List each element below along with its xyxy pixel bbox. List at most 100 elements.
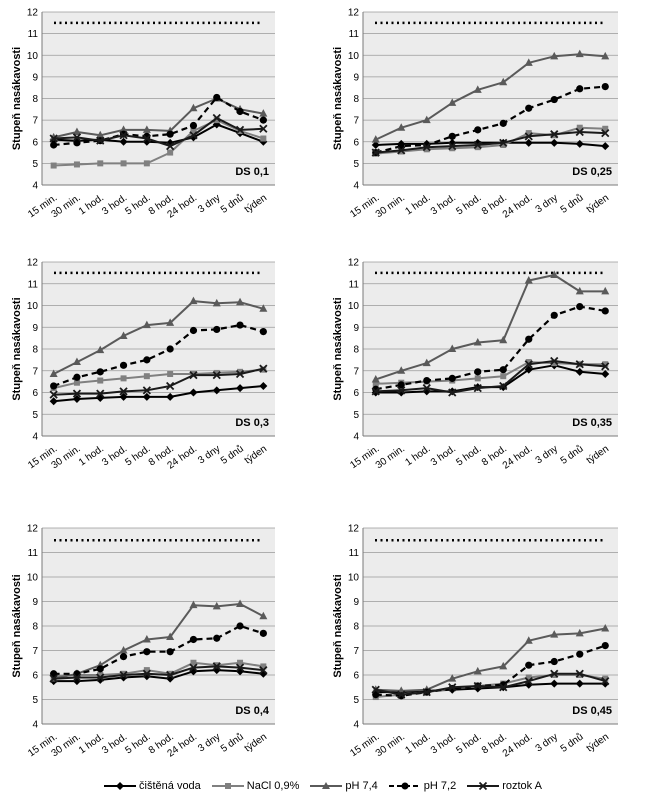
- data-point: [602, 675, 609, 682]
- data-point: [119, 387, 128, 396]
- x-tick-label: 30 min.: [374, 443, 407, 471]
- data-point: [397, 366, 406, 374]
- x-tick-label: týden: [243, 192, 269, 215]
- y-tick-label: 9: [353, 72, 359, 83]
- data-point: [601, 307, 609, 315]
- series-line: [375, 274, 606, 381]
- data-point: [448, 683, 457, 692]
- data-point: [142, 634, 151, 643]
- x-tick-label: 3 hod.: [429, 443, 458, 468]
- data-point: [473, 666, 482, 675]
- data-point: [119, 361, 128, 369]
- x-tick-label: 5 hod.: [123, 443, 152, 468]
- data-point: [448, 141, 457, 151]
- data-point: [166, 392, 175, 401]
- data-point: [49, 674, 58, 683]
- legend-item-nacl: NaCl 0,9%: [211, 780, 299, 792]
- data-point: [190, 127, 197, 134]
- y-tick-label: 11: [28, 279, 39, 290]
- data-point: [212, 298, 221, 307]
- data-point: [524, 132, 533, 141]
- x-tick-label: 5 dnů: [218, 731, 245, 755]
- x-tick-label: týden: [243, 731, 269, 754]
- series-line: [53, 300, 264, 375]
- x-tick-label: týden: [585, 731, 611, 754]
- x-tick-label: 3 dny: [534, 443, 560, 466]
- y-tick-label: 4: [32, 432, 38, 443]
- data-point: [601, 623, 610, 632]
- data-point: [49, 134, 58, 143]
- x-tick-label: 3 dny: [534, 192, 560, 215]
- data-point: [525, 674, 532, 681]
- y-tick-label: 7: [32, 646, 38, 657]
- data-point: [397, 690, 406, 699]
- y-tick-label: 7: [353, 646, 359, 657]
- data-point: [550, 51, 559, 60]
- data-point: [142, 392, 151, 401]
- data-point: [576, 302, 584, 311]
- y-tick-label: 7: [353, 366, 359, 377]
- data-point: [397, 123, 406, 131]
- x-tick-label: 5 dnů: [558, 192, 585, 216]
- data-point: [474, 375, 481, 382]
- y-axis-label: Stupeň nasákavosti: [11, 297, 23, 400]
- data-point: [575, 49, 584, 58]
- panel-annotation: DS 0,1: [235, 166, 269, 178]
- y-axis-label: Stupeň nasákavosti: [332, 297, 344, 400]
- data-point: [190, 659, 197, 666]
- data-point: [72, 127, 81, 136]
- y-tick-label: 8: [32, 622, 38, 633]
- y-tick-label: 8: [353, 94, 359, 105]
- data-point: [73, 161, 80, 168]
- y-tick-label: 11: [349, 279, 360, 290]
- y-tick-label: 8: [353, 345, 359, 356]
- legend-label: pH 7,2: [423, 780, 457, 792]
- data-point: [96, 345, 105, 354]
- data-point: [96, 130, 105, 139]
- legend-item-ph-7-4: pH 7,4: [309, 780, 378, 792]
- data-point: [474, 368, 482, 376]
- legend-label: čištěná voda: [139, 780, 201, 792]
- y-tick-label: 8: [32, 94, 38, 105]
- data-point: [473, 140, 482, 150]
- data-point: [73, 139, 81, 147]
- triangle-marker-icon: [310, 782, 343, 789]
- data-point: [143, 356, 151, 364]
- y-tick-label: 10: [27, 301, 39, 312]
- y-tick-label: 11: [349, 29, 360, 40]
- data-point: [142, 386, 151, 395]
- series-line: [53, 367, 264, 396]
- data-point: [166, 130, 174, 138]
- square-marker-icon: [211, 783, 244, 789]
- data-point: [602, 125, 609, 132]
- chart-legend: čištěná voda NaCl 0,9% pH 7,4 pH 7,2 roz…: [0, 776, 645, 796]
- data-point: [422, 115, 431, 124]
- data-point: [260, 663, 267, 670]
- data-point: [212, 386, 221, 395]
- data-point: [602, 361, 609, 368]
- series-line: [375, 141, 606, 148]
- data-point: [525, 359, 532, 366]
- series-line: [375, 85, 606, 154]
- data-point: [371, 685, 380, 694]
- data-point: [236, 321, 244, 329]
- x-tick-label: týden: [585, 192, 611, 215]
- y-tick-label: 4: [32, 181, 38, 192]
- data-point: [259, 629, 267, 637]
- data-point: [499, 77, 508, 86]
- series-line: [375, 672, 606, 696]
- data-point: [166, 345, 174, 353]
- data-point: [236, 622, 244, 630]
- data-point: [448, 388, 457, 397]
- series-line: [53, 624, 264, 675]
- data-point: [473, 85, 482, 93]
- data-point: [50, 670, 58, 678]
- data-point: [448, 674, 457, 682]
- y-tick-label: 7: [32, 116, 38, 127]
- data-point: [500, 373, 507, 380]
- data-point: [499, 119, 507, 127]
- y-tick-label: 4: [353, 720, 359, 731]
- data-point: [601, 642, 609, 650]
